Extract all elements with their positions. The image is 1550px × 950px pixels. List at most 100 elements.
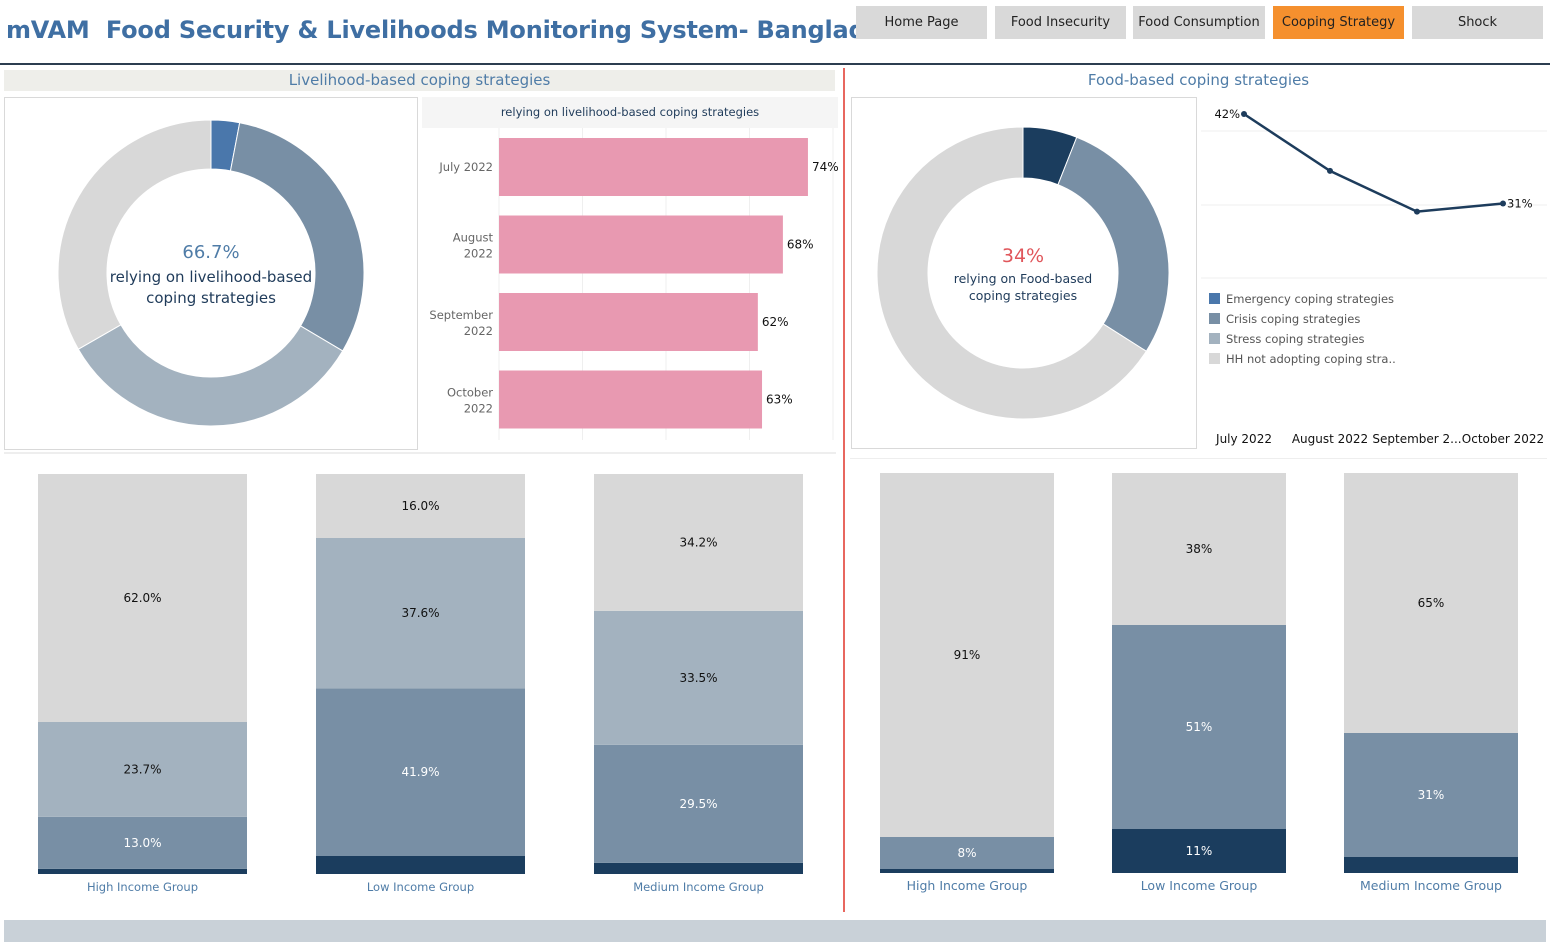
food-donut-slice-1[interactable]: [1057, 136, 1170, 352]
livelihood-bar-1[interactable]: [499, 215, 783, 274]
food-line-xtick-0: July 2022: [1215, 432, 1272, 446]
food-line-label-3: 31%: [1507, 196, 1533, 210]
food-legend-swatch-1: [1209, 313, 1220, 324]
food-line-point-1[interactable]: [1327, 167, 1333, 174]
food-line-point-2[interactable]: [1414, 208, 1420, 215]
nav-food-consumption[interactable]: Food Consumption: [1133, 6, 1265, 39]
livelihood-income-category-2: Medium Income Group: [633, 880, 764, 894]
food-income-stacked-chart: 8% 91% High Income Group 11% 51% 38% Low Incom…: [880, 473, 1518, 893]
food-line-xtick-1: August 2022: [1292, 432, 1368, 446]
food-income-segment-label-0-1: 8%: [957, 846, 976, 860]
food-line-series[interactable]: [1243, 112, 1504, 213]
livelihood-income-segment-0-1[interactable]: [38, 816, 247, 869]
livelihood-bar-category-1: August 2022: [453, 231, 494, 261]
food-income-segment-0-2[interactable]: [880, 473, 1054, 837]
livelihood-income-segment-label-2-2: 33.5%: [679, 671, 717, 685]
food-income-segment-label-1-2: 38%: [1186, 542, 1213, 556]
livelihood-income-segment-1-0[interactable]: [316, 856, 525, 874]
right-row-divider: [850, 458, 1547, 459]
livelihood-bar-category-3: October 2022: [447, 386, 493, 416]
food-legend-label-3: HH not adopting coping stra..: [1226, 352, 1396, 366]
food-income-segment-2-2[interactable]: [1344, 473, 1518, 733]
livelihood-income-segment-0-3[interactable]: [38, 474, 247, 722]
food-income-segment-2-1[interactable]: [1344, 733, 1518, 857]
livelihood-bar-title: relying on livelihood-based coping strat…: [500, 105, 760, 119]
header-divider: [0, 63, 1550, 65]
food-income-segment-2-0[interactable]: [1344, 857, 1518, 873]
food-line-xtick-3: October 2022: [1462, 432, 1544, 446]
food-income-segment-1-1[interactable]: [1112, 625, 1286, 829]
livelihood-section-title: Livelihood-based coping strategies: [288, 71, 551, 89]
livelihood-donut-slice-3[interactable]: [57, 119, 212, 350]
livelihood-income-segment-label-1-1: 41.9%: [401, 765, 439, 779]
livelihood-income-segment-label-1-3: 16.0%: [401, 499, 439, 513]
livelihood-income-segment-label-0-1: 13.0%: [123, 836, 161, 850]
livelihood-bar-category-2: September 2022: [429, 308, 493, 338]
food-income-segment-0-0[interactable]: [880, 869, 1054, 873]
section-divider: [843, 68, 845, 912]
livelihood-income-segment-1-2[interactable]: [316, 538, 525, 689]
livelihood-income-segment-0-2[interactable]: [38, 722, 247, 817]
livelihood-income-segment-label-0-2: 23.7%: [123, 762, 161, 776]
food-line-chart: 42% 31% Emergency coping strategies Crisis …: [1201, 107, 1547, 446]
livelihood-bar-0[interactable]: [499, 138, 808, 196]
food-section-title: Food-based coping strategies: [1087, 71, 1310, 89]
food-income-segment-label-1-0: 11%: [1186, 844, 1213, 858]
livelihood-bar-panel: relying on livelihood-based coping strat…: [422, 97, 838, 450]
food-income-segment-label-0-2: 91%: [954, 648, 981, 662]
food-income-segment-1-2[interactable]: [1112, 473, 1286, 625]
food-legend-swatch-2: [1209, 333, 1220, 344]
livelihood-donut-slice-1[interactable]: [229, 122, 365, 352]
food-line-point-0[interactable]: [1241, 111, 1247, 117]
livelihood-donut-label-1: relying on livelihood-based: [110, 268, 312, 286]
livelihood-bar-label-3: 63%: [766, 393, 793, 407]
food-income-segment-label-2-2: 65%: [1418, 596, 1445, 610]
livelihood-income-segment-2-3[interactable]: [594, 474, 803, 611]
food-income-segment-label-1-1: 51%: [1186, 720, 1213, 734]
nav-food-insecurity[interactable]: Food Insecurity: [995, 6, 1126, 39]
livelihood-income-segment-2-2[interactable]: [594, 610, 803, 745]
livelihood-income-category-0: High Income Group: [87, 880, 198, 894]
food-line-xtick-2: September 2...: [1372, 432, 1461, 446]
food-line-label-0: 42%: [1214, 107, 1240, 121]
food-donut-slice-3[interactable]: [876, 126, 1147, 420]
food-income-segment-1-0[interactable]: [1112, 829, 1286, 873]
livelihood-income-segment-0-0[interactable]: [38, 868, 247, 874]
livelihood-bar-chart: 74% July 2022 68% August 2022 62% September 202…: [429, 128, 838, 440]
livelihood-income-segment-label-2-1: 29.5%: [679, 797, 717, 811]
livelihood-donut-panel: 66.7% relying on livelihood-based coping…: [4, 97, 418, 450]
food-donut-value: 34%: [1002, 245, 1044, 267]
footer-bar: [4, 920, 1546, 942]
livelihood-income-segment-1-1[interactable]: [316, 688, 525, 856]
food-legend-swatch-0: [1209, 293, 1220, 304]
livelihood-income-segment-label-0-3: 62.0%: [123, 591, 161, 605]
nav-home-page[interactable]: Home Page: [856, 6, 987, 39]
food-legend-label-0: Emergency coping strategies: [1226, 292, 1394, 306]
food-income-segment-label-2-1: 31%: [1418, 788, 1445, 802]
livelihood-donut-value: 66.7%: [182, 242, 239, 263]
livelihood-income-category-1: Low Income Group: [367, 880, 474, 894]
page-title: mVAM Food Security & Livelihoods Monitor…: [6, 16, 913, 44]
livelihood-bar-label-0: 74%: [812, 160, 838, 174]
livelihood-bar-3[interactable]: [499, 370, 763, 429]
livelihood-donut-slice-2[interactable]: [77, 324, 344, 427]
livelihood-income-segment-2-1[interactable]: [594, 744, 803, 863]
nav-shock[interactable]: Shock: [1412, 6, 1543, 39]
livelihood-donut-label-2: coping strategies: [146, 289, 276, 307]
livelihood-income-segment-label-2-3: 34.2%: [679, 535, 717, 549]
food-legend-label-1: Crisis coping strategies: [1226, 312, 1360, 326]
left-row-divider: [4, 452, 836, 454]
livelihood-income-segment-2-0[interactable]: [594, 862, 803, 874]
food-donut-label-2: coping strategies: [969, 288, 1077, 303]
nav-cooping-strategy[interactable]: Cooping Strategy: [1273, 6, 1404, 39]
food-line-point-3[interactable]: [1500, 200, 1506, 207]
food-legend-swatch-3: [1209, 353, 1220, 364]
food-donut-chart: 34% relying on Food-based coping strateg…: [876, 126, 1170, 420]
food-income-segment-0-1[interactable]: [880, 837, 1054, 869]
food-income-category-1: Low Income Group: [1141, 878, 1258, 893]
livelihood-bar-2[interactable]: [499, 293, 758, 351]
food-income-category-2: Medium Income Group: [1360, 878, 1502, 893]
livelihood-income-stacked-chart: 13.0% 23.7% 62.0% High Income Group 41.9% 37.…: [38, 474, 803, 894]
livelihood-income-segment-1-3[interactable]: [316, 474, 525, 538]
food-legend-label-2: Stress coping strategies: [1226, 332, 1365, 346]
